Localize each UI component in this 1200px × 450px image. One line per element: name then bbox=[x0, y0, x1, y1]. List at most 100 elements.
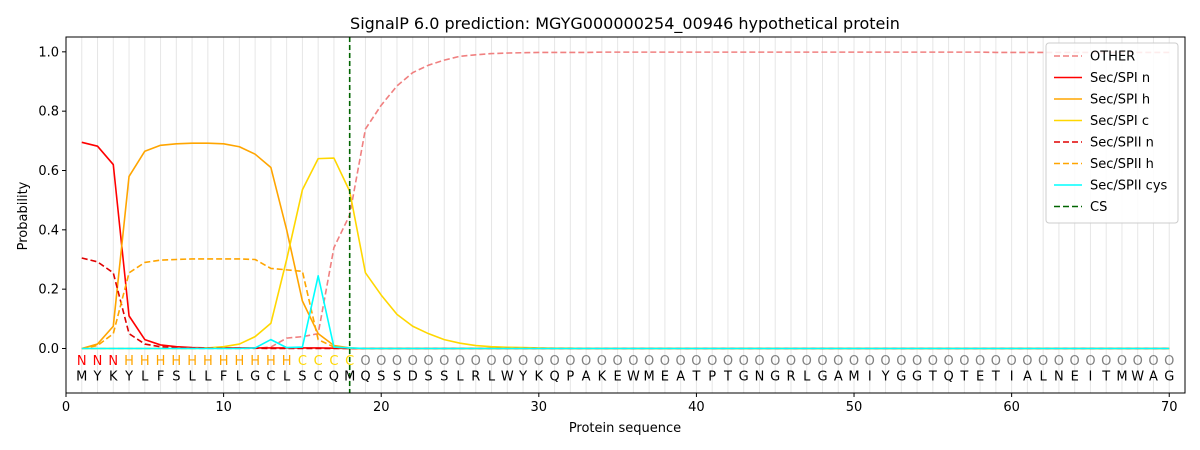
region-label: O bbox=[723, 354, 733, 369]
region-label: O bbox=[991, 354, 1001, 369]
legend-entry: Sec/SPII cys bbox=[1090, 179, 1168, 194]
residue-letter: T bbox=[991, 370, 1000, 385]
region-label: O bbox=[912, 354, 922, 369]
region-label: O bbox=[439, 354, 449, 369]
series-line-sec-spii-n bbox=[81, 257, 1170, 350]
region-label: O bbox=[1038, 354, 1048, 369]
region-label: O bbox=[1085, 354, 1095, 369]
region-label: H bbox=[140, 354, 150, 369]
residue-letter: G bbox=[912, 370, 922, 385]
residue-letter: Y bbox=[124, 370, 133, 385]
residue-letter: K bbox=[598, 370, 607, 385]
region-label: O bbox=[660, 354, 670, 369]
residue-letter: S bbox=[377, 370, 385, 385]
residue-letter: M bbox=[344, 370, 355, 385]
x-tick-label: 70 bbox=[1161, 400, 1178, 415]
series-line-sec-spi-h bbox=[81, 142, 1170, 350]
residue-letter: A bbox=[676, 370, 685, 385]
residue-letter: W bbox=[501, 370, 514, 385]
region-label: O bbox=[1022, 354, 1032, 369]
residue-letter: Y bbox=[881, 370, 890, 385]
region-label: H bbox=[266, 354, 276, 369]
region-label: H bbox=[219, 354, 229, 369]
x-tick-label: 10 bbox=[215, 400, 232, 415]
residue-letter: W bbox=[627, 370, 640, 385]
series-line-sec-spi-n bbox=[81, 141, 1170, 350]
residue-letter: L bbox=[456, 370, 464, 385]
residue-letter: Y bbox=[518, 370, 527, 385]
region-label: O bbox=[376, 354, 386, 369]
residue-letter: L bbox=[803, 370, 811, 385]
region-label: O bbox=[423, 354, 433, 369]
residue-letter: T bbox=[959, 370, 968, 385]
region-label: C bbox=[329, 354, 338, 369]
region-label: H bbox=[234, 354, 244, 369]
region-label: C bbox=[345, 354, 354, 369]
residue-letter: A bbox=[1149, 370, 1158, 385]
region-label: O bbox=[849, 354, 859, 369]
region-label: O bbox=[691, 354, 701, 369]
residue-letter: G bbox=[817, 370, 827, 385]
residue-letter: G bbox=[250, 370, 260, 385]
region-label: H bbox=[250, 354, 260, 369]
residue-letter: C bbox=[314, 370, 323, 385]
region-label: O bbox=[959, 354, 969, 369]
residue-letter: G bbox=[770, 370, 780, 385]
region-label: O bbox=[644, 354, 654, 369]
region-label: O bbox=[1007, 354, 1017, 369]
region-label: O bbox=[975, 354, 985, 369]
region-label: O bbox=[408, 354, 418, 369]
region-label: O bbox=[1148, 354, 1158, 369]
region-label: C bbox=[314, 354, 323, 369]
x-tick-label: 50 bbox=[846, 400, 863, 415]
residue-letter: Q bbox=[943, 370, 953, 385]
region-label: O bbox=[754, 354, 764, 369]
region-label: H bbox=[187, 354, 197, 369]
residue-letter: L bbox=[283, 370, 291, 385]
region-label: O bbox=[739, 354, 749, 369]
region-label: O bbox=[502, 354, 512, 369]
region-label: O bbox=[1117, 354, 1127, 369]
legend-entry: Sec/SPII h bbox=[1090, 157, 1154, 172]
legend-entry: Sec/SPI c bbox=[1090, 114, 1149, 129]
residue-letter: G bbox=[1164, 370, 1174, 385]
residue-letter: Q bbox=[329, 370, 339, 385]
residue-letter: T bbox=[928, 370, 937, 385]
region-label: O bbox=[865, 354, 875, 369]
residue-letter: G bbox=[739, 370, 749, 385]
residue-letter: L bbox=[1040, 370, 1048, 385]
region-label: O bbox=[1054, 354, 1064, 369]
region-label: O bbox=[613, 354, 623, 369]
region-label: O bbox=[392, 354, 402, 369]
residue-letter: T bbox=[723, 370, 732, 385]
residue-letter: I bbox=[868, 370, 872, 385]
residue-letter: K bbox=[535, 370, 544, 385]
x-axis-label: Protein sequence bbox=[569, 421, 681, 436]
y-tick-label: 0.2 bbox=[38, 283, 59, 298]
region-label: H bbox=[124, 354, 134, 369]
region-label: O bbox=[628, 354, 638, 369]
y-tick-label: 0.6 bbox=[38, 164, 59, 179]
residue-letter: R bbox=[786, 370, 795, 385]
residue-letter: T bbox=[691, 370, 700, 385]
region-label: O bbox=[1101, 354, 1111, 369]
x-tick-label: 30 bbox=[531, 400, 548, 415]
residue-letter: N bbox=[755, 370, 765, 385]
region-label: O bbox=[518, 354, 528, 369]
residue-letter: K bbox=[109, 370, 118, 385]
residue-letter: E bbox=[976, 370, 984, 385]
chart-title: SignalP 6.0 prediction: MGYG000000254_00… bbox=[350, 14, 900, 34]
residue-letter: S bbox=[298, 370, 306, 385]
region-label: O bbox=[770, 354, 780, 369]
region-label: O bbox=[486, 354, 496, 369]
residue-letter: N bbox=[1054, 370, 1064, 385]
residue-letter: R bbox=[471, 370, 480, 385]
region-label: O bbox=[707, 354, 717, 369]
residue-letter: T bbox=[1101, 370, 1110, 385]
region-label: C bbox=[298, 354, 307, 369]
axes-frame bbox=[65, 36, 1186, 394]
region-label: O bbox=[896, 354, 906, 369]
residue-letter: F bbox=[157, 370, 164, 385]
residue-letter: M bbox=[1116, 370, 1127, 385]
